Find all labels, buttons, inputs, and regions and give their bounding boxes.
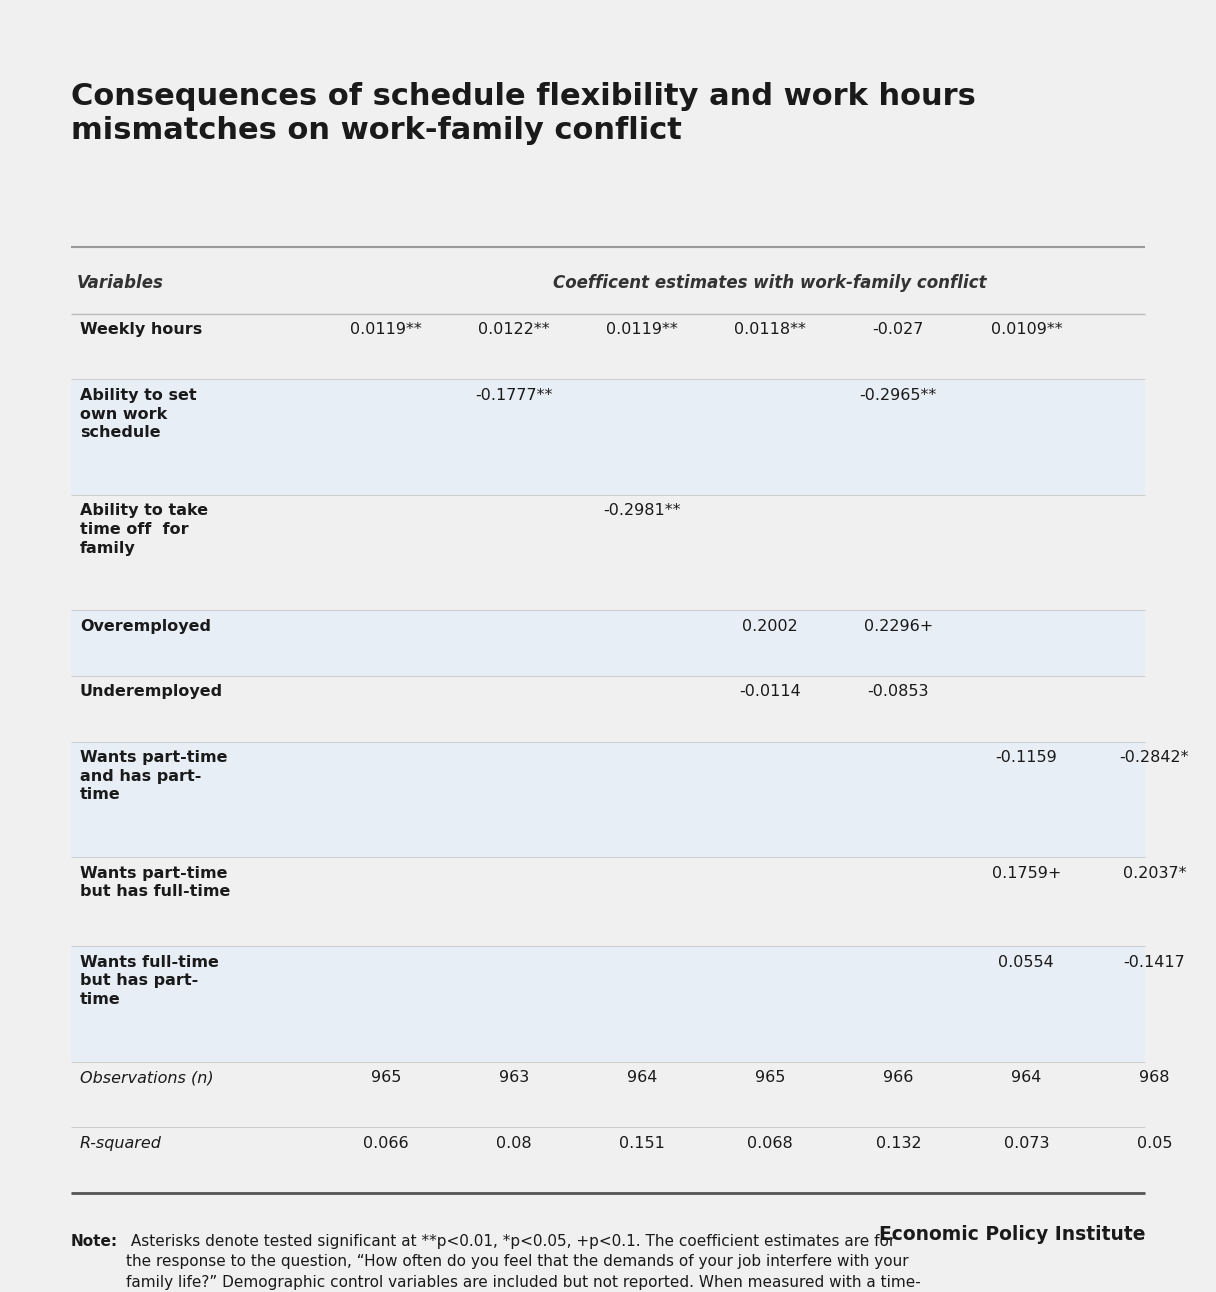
Text: -0.2842*: -0.2842* — [1120, 751, 1189, 765]
Text: -0.027: -0.027 — [873, 322, 924, 337]
Text: 964: 964 — [1012, 1070, 1042, 1085]
Text: Note:: Note: — [71, 1234, 118, 1249]
Text: Overemployed: Overemployed — [80, 619, 210, 633]
Text: -0.2965**: -0.2965** — [860, 388, 938, 403]
Text: 0.066: 0.066 — [364, 1136, 409, 1151]
Text: 966: 966 — [883, 1070, 913, 1085]
Text: 0.0554: 0.0554 — [998, 955, 1054, 970]
Text: -0.0853: -0.0853 — [867, 685, 929, 699]
Text: Observations (n): Observations (n) — [80, 1070, 214, 1085]
Text: Ability to set
own work
schedule: Ability to set own work schedule — [80, 388, 197, 441]
Text: Underemployed: Underemployed — [80, 685, 223, 699]
Text: 0.0118**: 0.0118** — [734, 322, 806, 337]
Text: 0.2037*: 0.2037* — [1122, 866, 1186, 881]
Text: 0.08: 0.08 — [496, 1136, 533, 1151]
Text: Ability to take
time off  for
family: Ability to take time off for family — [80, 504, 208, 556]
Text: 0.0119**: 0.0119** — [607, 322, 679, 337]
Bar — [71, 610, 1145, 676]
Text: -0.1159: -0.1159 — [996, 751, 1057, 765]
Text: 0.068: 0.068 — [748, 1136, 793, 1151]
Text: 0.0109**: 0.0109** — [991, 322, 1062, 337]
Text: Wants full-time
but has part-
time: Wants full-time but has part- time — [80, 955, 219, 1006]
Text: 0.0119**: 0.0119** — [350, 322, 422, 337]
Text: Consequences of schedule flexibility and work hours
mismatches on work-family co: Consequences of schedule flexibility and… — [71, 81, 975, 146]
Text: Asterisks denote tested significant at **p<0.01, *p<0.05, +p<0.1. The coefficien: Asterisks denote tested significant at *… — [125, 1234, 921, 1292]
Text: 0.05: 0.05 — [1137, 1136, 1172, 1151]
Text: 965: 965 — [755, 1070, 786, 1085]
Text: -0.2981**: -0.2981** — [603, 504, 681, 518]
Bar — [71, 742, 1145, 857]
Text: 0.0122**: 0.0122** — [478, 322, 550, 337]
Text: Economic Policy Institute: Economic Policy Institute — [879, 1225, 1145, 1244]
Text: Wants part-time
but has full-time: Wants part-time but has full-time — [80, 866, 230, 899]
Text: 0.073: 0.073 — [1003, 1136, 1049, 1151]
Text: Weekly hours: Weekly hours — [80, 322, 202, 337]
Text: 0.1759+: 0.1759+ — [992, 866, 1062, 881]
Bar — [71, 380, 1145, 495]
Text: 968: 968 — [1139, 1070, 1170, 1085]
Text: R-squared: R-squared — [80, 1136, 162, 1151]
Text: 0.151: 0.151 — [619, 1136, 665, 1151]
Text: Variables: Variables — [77, 274, 163, 292]
Text: Coefficent estimates with work-family conflict: Coefficent estimates with work-family co… — [553, 274, 987, 292]
Bar — [71, 946, 1145, 1062]
Text: Wants part-time
and has part-
time: Wants part-time and has part- time — [80, 751, 227, 802]
Text: -0.1417: -0.1417 — [1124, 955, 1186, 970]
Text: 0.2296+: 0.2296+ — [863, 619, 933, 633]
Text: -0.1777**: -0.1777** — [475, 388, 553, 403]
Text: 0.2002: 0.2002 — [743, 619, 798, 633]
Text: 964: 964 — [627, 1070, 658, 1085]
Text: 0.132: 0.132 — [876, 1136, 922, 1151]
Text: 965: 965 — [371, 1070, 401, 1085]
Text: 963: 963 — [499, 1070, 529, 1085]
Text: -0.0114: -0.0114 — [739, 685, 801, 699]
